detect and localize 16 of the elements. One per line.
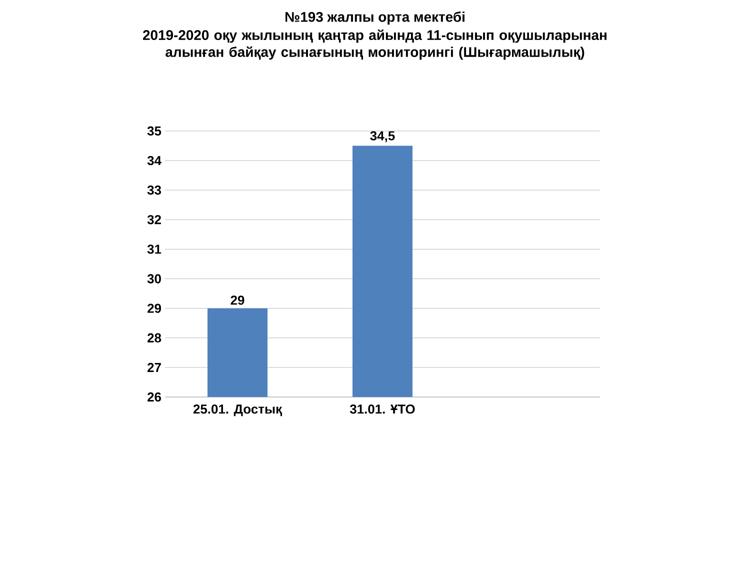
y-tick-label: 30 xyxy=(147,274,161,284)
y-tick-label: 35 xyxy=(147,126,162,136)
y-tick-label: 28 xyxy=(148,333,162,342)
y-tick-label: 27 xyxy=(148,362,161,372)
data-label: 29 xyxy=(230,296,244,305)
y-tick-label: 33 xyxy=(147,186,162,195)
y-tick-label: 29 xyxy=(148,304,161,313)
chart-title: №193 жалпы орта мектебі xyxy=(286,12,464,25)
chart-subtitle: 2019-2020 оқу жылының қаңтар айында 11-сынып оқушыларынан алынған байқау сынағының мониторингі (Шығармашылық) xyxy=(142,30,606,60)
y-tick-label: 31 xyxy=(147,244,162,254)
y-tick-label: 34 xyxy=(147,156,162,166)
y-tick-label: 32 xyxy=(147,215,161,224)
y-tick-label: 26 xyxy=(148,392,162,402)
x-tick-label: 31.01. ҰТО xyxy=(350,404,415,414)
x-tick-label: 25.01. Достық xyxy=(193,404,282,416)
data-label: 34,5 xyxy=(370,131,395,142)
